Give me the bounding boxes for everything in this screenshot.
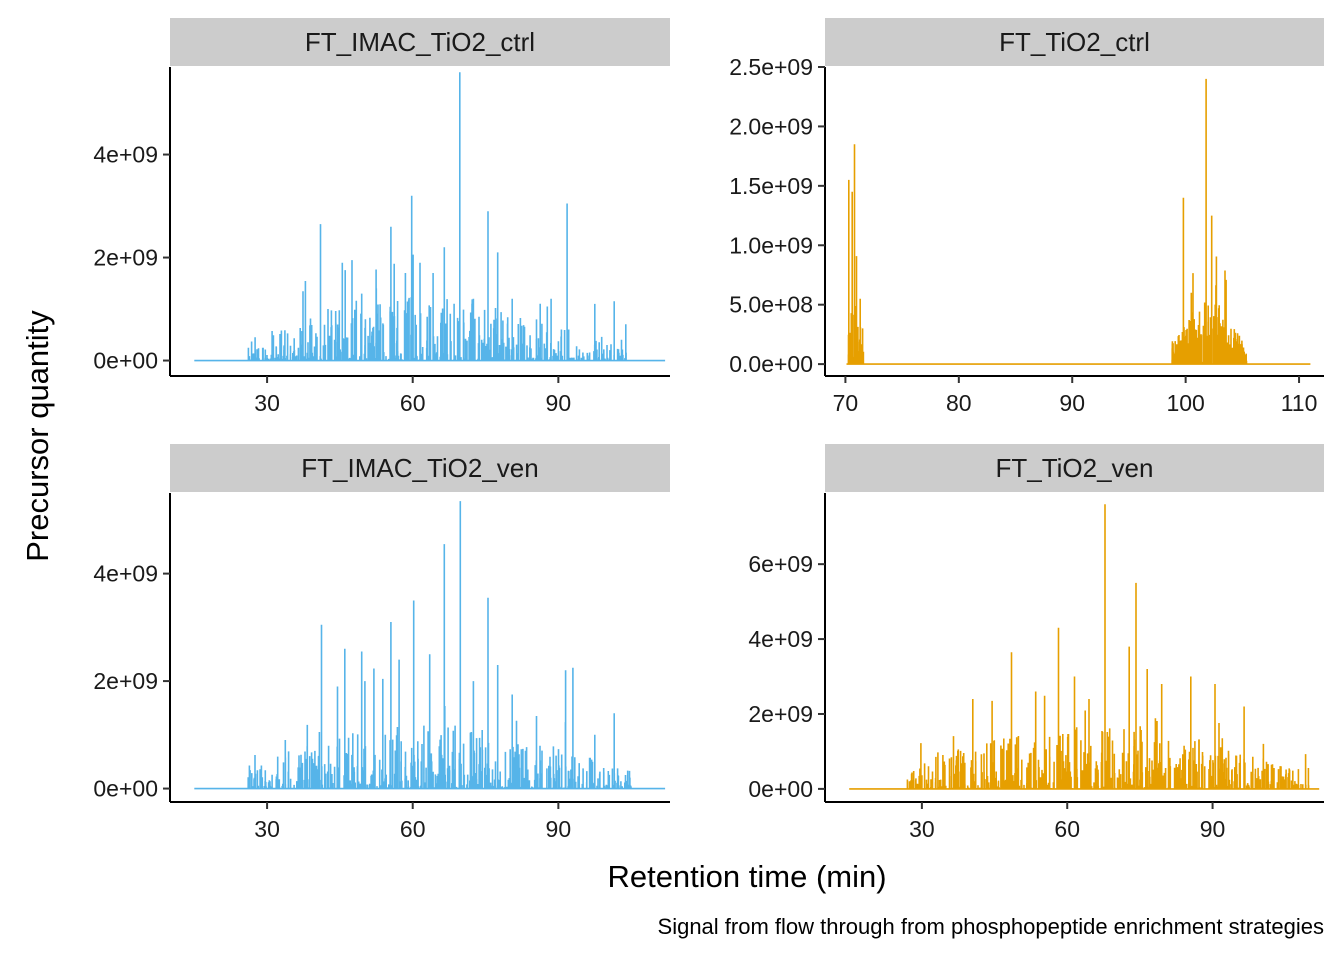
facet-strip xyxy=(825,18,1324,66)
x-tick-label: 60 xyxy=(400,816,426,842)
y-tick-label: 0e+00 xyxy=(93,348,158,374)
facet-label: FT_IMAC_TiO2_ven xyxy=(301,453,538,483)
x-tick-label: 90 xyxy=(1200,816,1226,842)
y-tick-label: 2.5e+09 xyxy=(729,54,813,80)
x-tick-label: 60 xyxy=(1054,816,1080,842)
series-line xyxy=(194,501,666,790)
y-tick-label: 2e+09 xyxy=(93,668,158,694)
y-tick-label: 0e+00 xyxy=(748,776,813,802)
y-tick-label: 4e+09 xyxy=(93,561,158,587)
facet-label: FT_IMAC_TiO2_ctrl xyxy=(305,27,535,57)
x-tick-label: 80 xyxy=(946,390,972,416)
y-tick-label: 0e+00 xyxy=(93,776,158,802)
y-tick-label: 1.5e+09 xyxy=(729,173,813,199)
facet-strip xyxy=(170,444,670,492)
x-tick-label: 70 xyxy=(833,390,859,416)
y-tick-label: 1.0e+09 xyxy=(729,232,813,258)
y-tick-label: 5.0e+08 xyxy=(729,292,813,318)
y-tick-label: 4e+09 xyxy=(93,142,158,168)
series-line xyxy=(194,72,666,362)
panel-2: FT_TiO2_ctrl 0.0e+00 5.0e+08 1.0e+09 1.5e+09… xyxy=(729,18,1324,416)
y-tick-label: 2.0e+09 xyxy=(729,113,813,139)
x-tick-label: 90 xyxy=(546,390,572,416)
x-tick-label: 110 xyxy=(1281,390,1318,416)
facet-label: FT_TiO2_ven xyxy=(996,453,1154,483)
x-tick-label: 30 xyxy=(254,816,280,842)
y-tick-label: 4e+09 xyxy=(748,626,813,652)
y-axis-title: Precursor quantity xyxy=(20,310,55,562)
x-tick-label: 30 xyxy=(909,816,935,842)
x-tick-label: 60 xyxy=(400,390,426,416)
facet-strip xyxy=(825,444,1324,492)
x-tick-label: 90 xyxy=(1059,390,1085,416)
y-tick-label: 2e+09 xyxy=(748,701,813,727)
panel-3: FT_IMAC_TiO2_ven 0e+00 2e+09 4e+09 30 60 90 xyxy=(93,444,670,842)
y-tick-label: 2e+09 xyxy=(93,245,158,271)
x-axis-title: Retention time (min) xyxy=(607,859,886,894)
y-tick-label: 6e+09 xyxy=(748,551,813,577)
caption: Signal from flow through from phosphopep… xyxy=(658,914,1324,939)
panel-4: FT_TiO2_ven 0e+00 2e+09 4e+09 6e+09 30 60 90 xyxy=(748,444,1324,842)
x-tick-label: 100 xyxy=(1166,390,1204,416)
facet-strip xyxy=(170,18,670,66)
series-line xyxy=(846,78,1311,365)
x-tick-label: 30 xyxy=(254,390,280,416)
y-tick-label: 0.0e+00 xyxy=(729,351,813,377)
x-tick-label: 90 xyxy=(546,816,572,842)
panel-1: FT_IMAC_TiO2_ctrl 0e+00 2e+09 4e+09 30 60 90 xyxy=(93,18,670,416)
facet-label: FT_TiO2_ctrl xyxy=(999,27,1150,57)
series-line xyxy=(849,504,1320,790)
